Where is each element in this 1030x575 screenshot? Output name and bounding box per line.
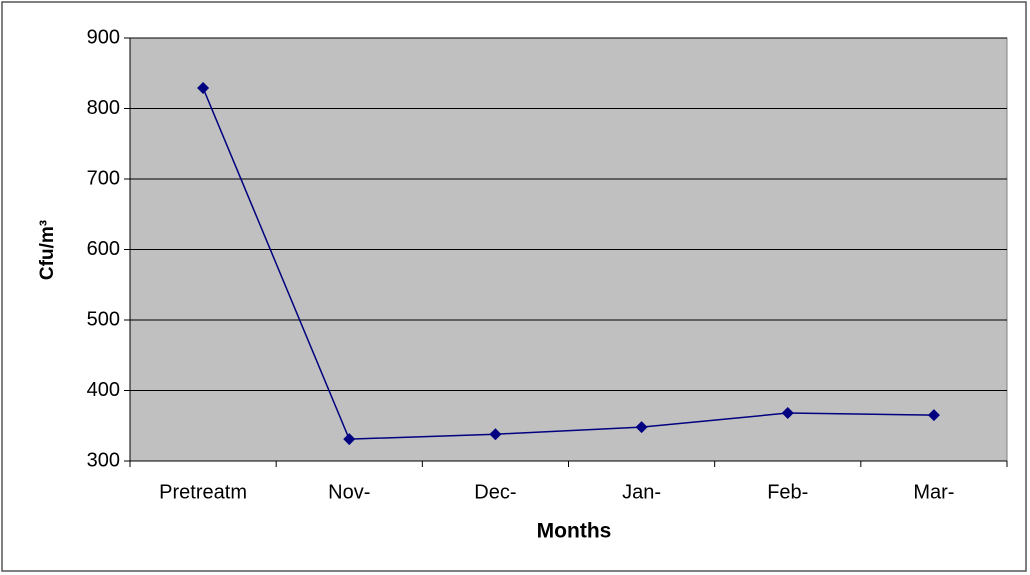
data-point	[927, 409, 940, 422]
y-tick-label: 700	[87, 167, 120, 189]
y-tick-label: 500	[87, 308, 120, 330]
x-tick-label: Nov-	[328, 481, 370, 503]
x-tick-label: Dec-	[474, 481, 516, 503]
x-tick-label: Mar-	[913, 481, 954, 503]
y-tick-label: 800	[87, 97, 120, 119]
data-point	[197, 82, 210, 95]
y-tick-label: 600	[87, 238, 120, 260]
x-tick-label: Feb-	[767, 481, 808, 503]
data-point	[343, 433, 356, 446]
data-point	[635, 421, 648, 434]
y-tick-label: 900	[87, 26, 120, 48]
x-axis-title: Months	[537, 520, 612, 543]
x-tick-label: Pretreatm	[159, 481, 247, 503]
data-point	[781, 407, 794, 420]
data-point	[489, 428, 502, 441]
y-tick-label: 400	[87, 379, 120, 401]
y-tick-label: 300	[87, 449, 120, 471]
y-axis-title: Cfu/m³	[37, 220, 58, 280]
series-line	[202, 87, 934, 440]
x-tick-label: Jan-	[622, 481, 661, 503]
